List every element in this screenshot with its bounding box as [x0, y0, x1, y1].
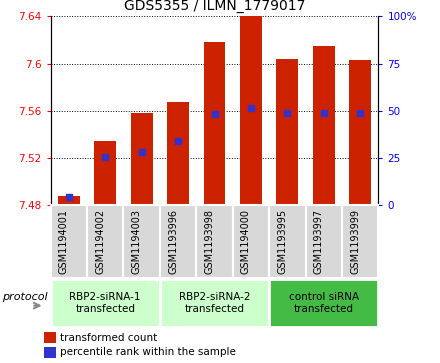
Bar — [44, 347, 56, 358]
Bar — [233, 205, 269, 278]
Bar — [160, 205, 196, 278]
Bar — [269, 205, 305, 278]
Text: GSM1194003: GSM1194003 — [132, 209, 142, 274]
Bar — [87, 205, 124, 278]
Bar — [51, 279, 160, 327]
Text: GSM1194001: GSM1194001 — [59, 209, 69, 274]
Text: GSM1194000: GSM1194000 — [241, 209, 251, 274]
Text: protocol: protocol — [3, 292, 48, 302]
Text: GSM1193995: GSM1193995 — [277, 209, 287, 274]
Bar — [269, 279, 378, 327]
Bar — [305, 205, 342, 278]
Text: RBP2-siRNA-1
transfected: RBP2-siRNA-1 transfected — [70, 292, 141, 314]
Text: RBP2-siRNA-2
transfected: RBP2-siRNA-2 transfected — [179, 292, 250, 314]
Bar — [240, 16, 262, 205]
Bar — [276, 59, 298, 205]
Bar — [124, 205, 160, 278]
Text: GSM1193997: GSM1193997 — [314, 209, 324, 274]
Text: percentile rank within the sample: percentile rank within the sample — [59, 347, 235, 358]
Text: GSM1193999: GSM1193999 — [350, 209, 360, 274]
Bar — [167, 102, 189, 205]
Bar — [342, 205, 378, 278]
Text: transformed count: transformed count — [59, 333, 157, 343]
Bar — [44, 333, 56, 343]
Bar — [313, 46, 335, 205]
Text: GSM1194002: GSM1194002 — [95, 209, 105, 274]
Bar — [94, 141, 116, 205]
Bar — [204, 42, 225, 205]
Text: GSM1193996: GSM1193996 — [168, 209, 178, 274]
Bar — [349, 60, 371, 205]
Title: GDS5355 / ILMN_1779017: GDS5355 / ILMN_1779017 — [124, 0, 305, 13]
Bar — [196, 205, 233, 278]
Bar — [131, 113, 153, 205]
Bar — [160, 279, 269, 327]
Text: GSM1193998: GSM1193998 — [205, 209, 215, 274]
Text: control siRNA
transfected: control siRNA transfected — [289, 292, 359, 314]
Bar — [51, 205, 87, 278]
Bar — [58, 196, 80, 205]
